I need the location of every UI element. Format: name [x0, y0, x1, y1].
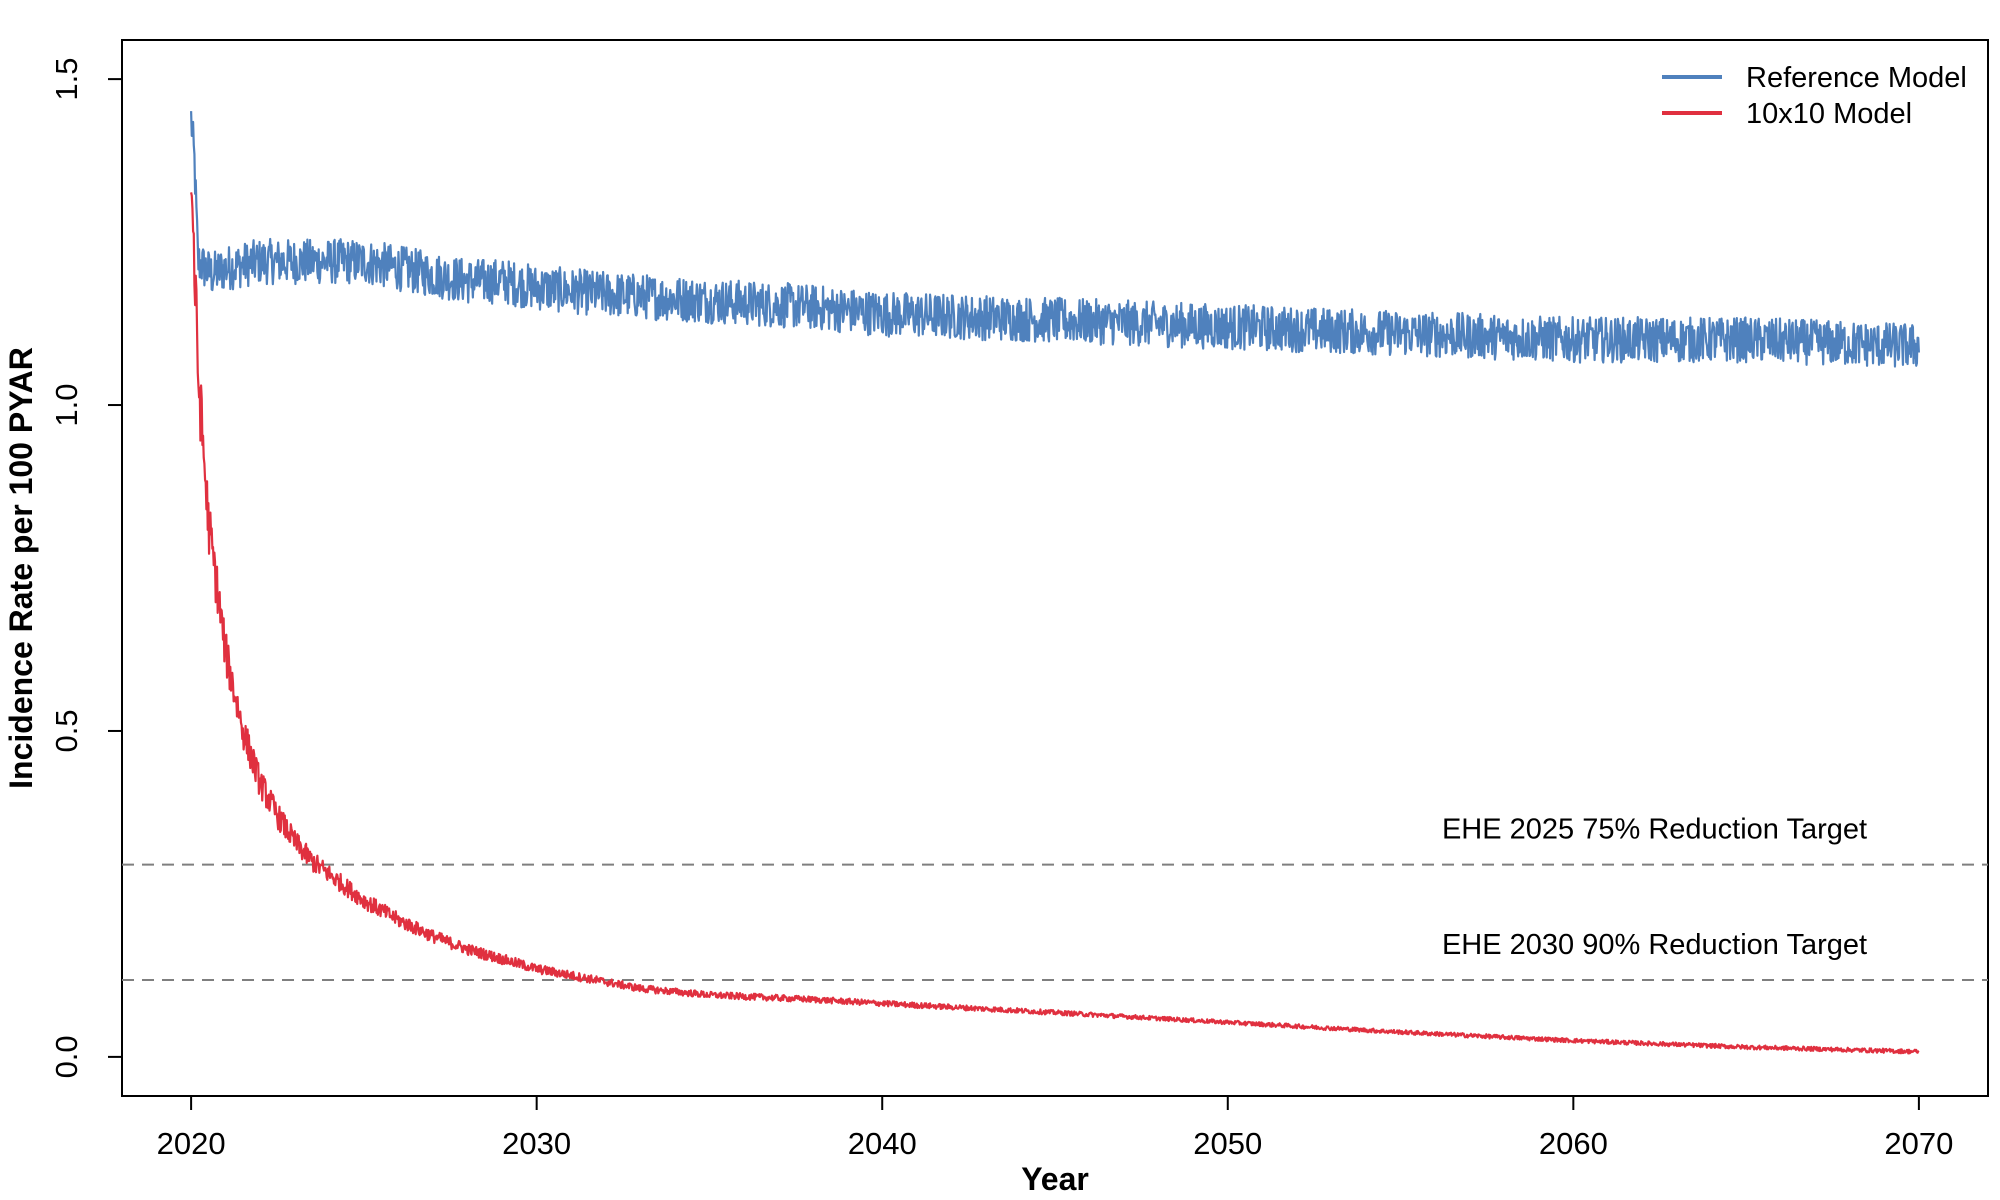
x-axis-title: Year [1021, 1161, 1089, 1197]
reference-lines: EHE 2025 75% Reduction Target EHE 2030 90… [122, 814, 1988, 981]
reference-line-label: EHE 2030 90% Reduction Target [1442, 929, 1867, 961]
legend: Reference Model 10x10 Model [1662, 62, 1967, 130]
x-tick-label: 2020 [157, 1126, 226, 1161]
x-tick-label: 2040 [848, 1126, 917, 1161]
x-tick-label: 2070 [1884, 1126, 1953, 1161]
y-tick-label: 1.0 [49, 383, 84, 426]
series-line-10x10-model [190, 192, 1920, 1055]
x-axis: 2020 2030 2040 2050 2060 2070 [157, 1096, 1953, 1161]
y-tick-label: 0.5 [49, 709, 84, 752]
x-tick-label: 2060 [1539, 1126, 1608, 1161]
x-tick-label: 2050 [1193, 1126, 1262, 1161]
series-line-reference-model [190, 111, 1920, 368]
reference-line-label: EHE 2025 75% Reduction Target [1442, 814, 1867, 846]
x-tick-label: 2030 [502, 1126, 571, 1161]
y-axis-title: Incidence Rate per 100 PYAR [3, 347, 39, 789]
series-layer [190, 111, 1920, 1055]
legend-label: 10x10 Model [1746, 98, 1912, 130]
plot-frame [121, 39, 1989, 1097]
y-tick-label: 1.5 [49, 58, 84, 101]
y-axis: 0.0 0.5 1.0 1.5 [49, 58, 122, 1078]
y-tick-label: 0.0 [49, 1035, 84, 1078]
legend-label: Reference Model [1746, 62, 1967, 94]
